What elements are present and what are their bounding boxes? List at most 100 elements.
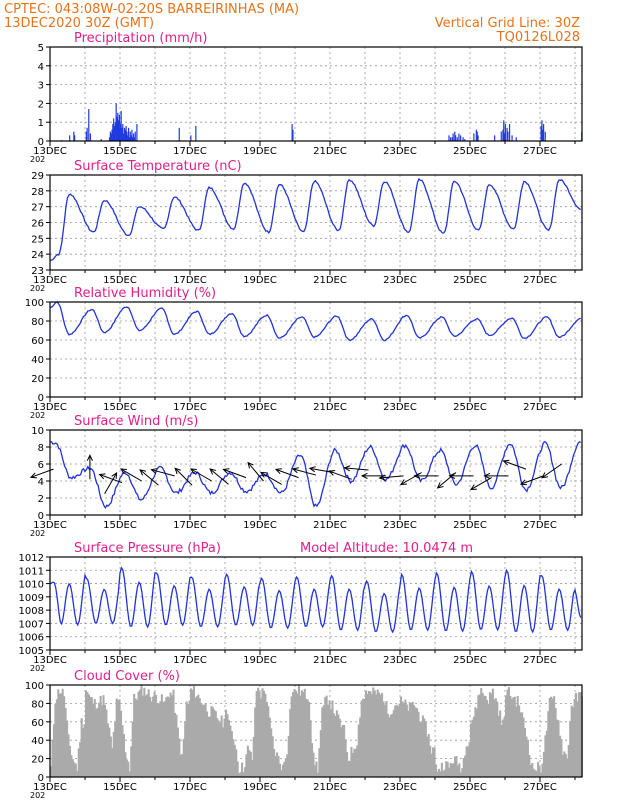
cloud-bar [521,712,524,777]
series-line [49,440,581,510]
wind-arrow [519,475,544,486]
cloud-bar [290,696,293,777]
cloud-bar [351,752,354,777]
precip-bar [544,131,546,141]
x-tick-label: 21DEC [313,146,347,157]
cloud-bar [550,696,553,777]
wind-arrow [436,472,457,489]
cloud-bar [523,727,527,777]
cloud-bar [299,695,302,777]
cloud-bar [534,770,537,777]
cloud-bar [305,698,308,777]
cloud-bar [274,756,277,777]
precip-bar [118,114,121,141]
cloud-bar [108,727,111,777]
cloud-bar [365,690,368,777]
cloud-bar [404,699,407,777]
wind-arrow-shaft [190,468,212,482]
cloud-bar [292,692,295,777]
cloud-bar [99,695,102,777]
cloud-bar [391,713,394,777]
precip-bar [542,129,544,141]
cloud-bar [529,764,532,777]
x-tick-label: 23DEC [383,146,417,157]
panel-title: Relative Humidity (%) [74,286,216,301]
cloud-bar [264,693,267,777]
cloud-bar [280,770,283,777]
cloud-bar [138,689,142,777]
wind-arrow-head [86,454,93,461]
x-tick-label: 23DEC [383,520,417,531]
cloud-bar [230,731,233,777]
y-tick-label: 1009 [19,593,44,604]
cloud-bar [50,765,53,777]
cloud-bar [367,690,370,777]
precip-bar [133,137,136,141]
cloud-bar [400,696,403,777]
x-tick-label: 15DEC [103,520,137,531]
wind-arrow-head [378,474,386,481]
cloud-bar [80,718,83,777]
wind-arrow-shaft [223,468,247,479]
cloud-bar [194,697,197,777]
panel-frame [49,684,583,778]
cloud-bar [112,731,115,777]
cloud-bar [58,693,61,777]
y-tick-label: 1007 [19,619,44,630]
cloud-bar [494,698,497,777]
cloud-bar [225,709,228,777]
cloud-bar [319,730,322,777]
y-tick-label: 1005 [19,646,44,657]
cloud-bar [505,695,508,777]
precip-bar [126,131,128,141]
cloud-bar [467,746,470,777]
cloud-bar [491,688,494,777]
cloud-bar [405,704,408,777]
wind-arrow [222,468,247,479]
precip-bar [458,133,460,141]
cloud-bar [248,750,251,777]
cloud-bar [324,697,327,777]
y-tick-label: 1006 [19,633,44,644]
cloud-bar [284,758,287,777]
panel-frame [49,174,583,271]
precip-bar [504,124,507,141]
cloud-bar [328,700,331,777]
cloud-bar [346,752,349,777]
panel-5: 1005 1006 1007 1008 1009 1010 1011 1012 13DEC 15D… [19,541,583,673]
series-line [49,566,582,634]
panel-frame [49,429,583,516]
x-tick-label: 13DEC [33,146,67,157]
cloud-bar [407,710,410,777]
cloud-bar [238,773,241,777]
wind-arrow-shaft [104,472,118,495]
precip-bar [464,139,466,141]
wind-arrow-shaft [209,468,229,485]
cloud-bar [287,735,290,777]
cloud-bar [276,752,279,777]
x-tick-label: 15DEC [103,146,137,157]
wind-arrow-head [274,468,282,475]
cloud-bar [312,752,315,777]
cloud-bar [190,688,193,777]
precip-bar [100,139,102,141]
x-tick-label: 19DEC [243,782,277,793]
cloud-bar [102,695,105,777]
precip-bar [462,137,464,141]
precip-bar [455,135,457,141]
cloud-bar [188,700,191,777]
cloud-bar [175,714,178,777]
cloud-bar [481,692,484,777]
cloud-bar [366,693,369,777]
precip-bar [132,133,135,141]
cloud-bar [226,714,229,777]
cloud-bar [560,738,563,777]
panel-title: Precipitation (mm/h) [74,31,207,46]
cloud-bar [246,745,249,777]
cloud-bar [532,768,535,777]
precip-bar [113,125,116,141]
cloud-bar [68,746,72,777]
wind-arrow-head [541,472,549,479]
cloud-bar [147,689,150,777]
cloud-bar [173,712,177,777]
